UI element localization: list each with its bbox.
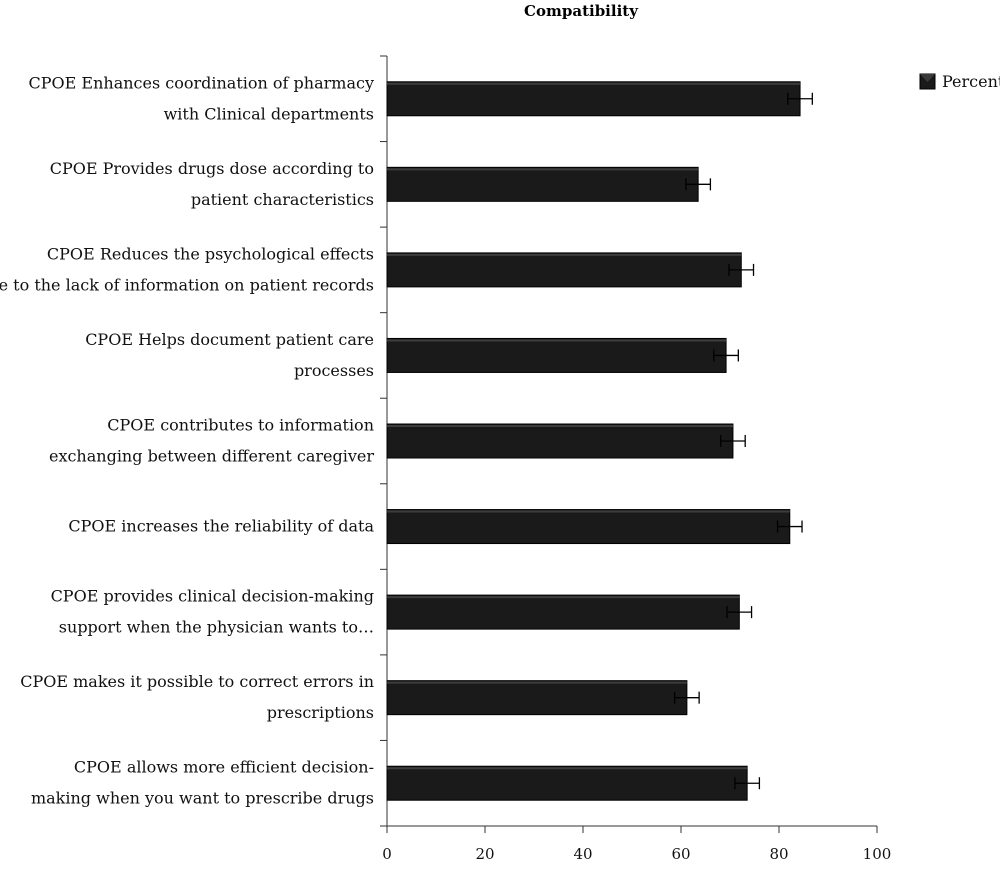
bar: [386, 509, 791, 545]
bar: [386, 423, 734, 459]
category-label: processes: [294, 361, 374, 380]
bar: [386, 594, 740, 630]
x-tick-label: 80: [769, 845, 788, 863]
x-tick-labels: 0 20 40 60 80 100: [382, 845, 891, 863]
category-label: CPOE provides clinical decision-making: [51, 587, 374, 606]
category-label: CPOE Enhances coordination of pharmacy: [29, 73, 374, 92]
category-label: prescriptions: [267, 703, 374, 722]
category-label: patient characteristics: [191, 190, 374, 209]
category-label: support when the physician wants to…: [59, 618, 374, 637]
category-label: due to the lack of information on patien…: [0, 275, 374, 294]
category-label: exchanging between different caregiver: [49, 447, 374, 466]
legend-label: Percent: [942, 72, 1000, 91]
x-tick-label: 100: [863, 845, 892, 863]
category-label: CPOE Helps document patient care: [85, 330, 374, 349]
chart-title: Compatibility: [524, 2, 639, 20]
category-label: CPOE allows more efficient decision-: [74, 758, 374, 777]
category-label: CPOE increases the reliability of data: [68, 517, 374, 536]
legend: Percent: [919, 72, 1000, 91]
bar: [386, 765, 748, 801]
x-tick-label: 40: [573, 845, 592, 863]
bar: [386, 680, 688, 716]
x-tick-label: 0: [382, 845, 392, 863]
bar: [386, 81, 801, 117]
bars-group: [386, 81, 813, 801]
x-tick-label: 20: [475, 845, 494, 863]
category-label: CPOE Provides drugs dose according to: [50, 159, 374, 178]
legend-swatch-shade: [920, 74, 935, 82]
bar: [386, 337, 727, 373]
category-label: CPOE Reduces the psychological effects: [47, 244, 374, 263]
bar: [386, 252, 742, 288]
category-labels: CPOE Enhances coordination of pharmacy wi…: [0, 73, 374, 807]
bar: [386, 166, 699, 202]
category-label: with Clinical departments: [164, 104, 374, 123]
category-label: CPOE contributes to information: [107, 416, 374, 435]
category-label: making when you want to prescribe drugs: [31, 789, 374, 808]
category-label: CPOE makes it possible to correct errors…: [20, 672, 374, 691]
x-tick-label: 60: [671, 845, 690, 863]
